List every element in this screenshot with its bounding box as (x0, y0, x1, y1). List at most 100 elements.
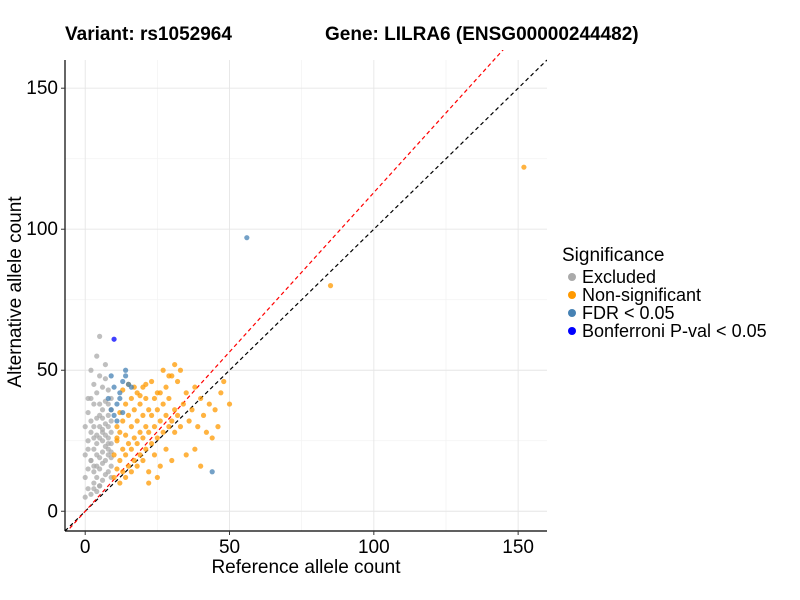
tick-labels: 0 50 100 150 0 50 100 150 (26, 78, 534, 558)
data-points (82, 164, 527, 500)
point-1-99 (154, 474, 160, 481)
point-0-23 (94, 488, 100, 495)
legend-swatch-fdr (568, 309, 576, 317)
point-1-47 (163, 412, 169, 418)
legend: Significance Excluded Non-significant FD… (562, 245, 767, 341)
point-1-71 (218, 390, 224, 396)
point-1-70 (215, 424, 221, 430)
point-2-2 (111, 384, 117, 390)
point-1-32 (143, 446, 149, 452)
axes (64, 60, 547, 532)
point-1-11 (123, 452, 129, 458)
point-0-62 (94, 353, 100, 359)
point-0-28 (97, 373, 103, 379)
point-0-18 (94, 474, 100, 481)
point-1-49 (166, 424, 172, 430)
variant-title: Variant: rs1052964 (65, 24, 232, 45)
legend-title: Significance (562, 245, 665, 266)
point-1-102 (521, 164, 527, 170)
point-1-45 (160, 429, 166, 435)
point-1-91 (166, 373, 172, 379)
point-1-12 (123, 432, 129, 438)
point-0-63 (102, 361, 109, 368)
point-0-39 (99, 438, 106, 444)
point-1-40 (151, 395, 158, 402)
point-1-28 (137, 401, 143, 407)
x-tick-label-3: 150 (502, 537, 534, 558)
legend-item-excluded: Excluded (562, 266, 767, 287)
point-2-16 (244, 235, 250, 241)
point-1-95 (114, 435, 120, 441)
point-1-86 (137, 393, 143, 399)
legend-swatch-bonferroni (568, 327, 576, 335)
point-2-10 (123, 367, 129, 373)
point-0-21 (94, 390, 100, 396)
legend-label-bonferroni: Bonferroni P-val < 0.05 (582, 320, 767, 341)
reference-line-fitted (66, 50, 504, 531)
point-2-5 (120, 378, 126, 385)
legend-item-bonferroni: Bonferroni P-val < 0.05 (562, 320, 767, 341)
point-0-78 (85, 395, 91, 402)
point-1-66 (203, 429, 210, 435)
point-1-43 (157, 418, 163, 424)
point-0-4 (85, 466, 91, 472)
point-1-75 (123, 474, 129, 481)
point-0-33 (99, 477, 106, 483)
point-1-22 (131, 407, 137, 413)
point-0-14 (91, 424, 97, 430)
point-1-24 (134, 418, 140, 424)
point-0-53 (105, 435, 111, 441)
point-1-89 (154, 390, 160, 396)
point-1-64 (198, 395, 204, 402)
point-1-5 (117, 457, 123, 464)
point-0-77 (105, 440, 111, 447)
point-1-23 (134, 440, 140, 447)
point-0-37 (99, 384, 106, 390)
point-1-34 (143, 395, 149, 402)
y-tick-label-3: 150 (26, 78, 58, 99)
point-1-101 (327, 283, 334, 289)
point-1-79 (146, 469, 152, 475)
point-1-13 (123, 401, 129, 407)
point-1-29 (140, 435, 146, 441)
y-tick-label-1: 50 (37, 360, 58, 381)
point-1-33 (143, 424, 149, 430)
point-1-63 (195, 424, 201, 430)
point-0-51 (105, 387, 111, 393)
point-0-61 (108, 429, 114, 435)
point-0-7 (88, 491, 94, 497)
point-2-4 (117, 390, 123, 396)
point-1-0 (111, 474, 117, 481)
point-0-73 (91, 401, 97, 407)
point-1-69 (212, 407, 218, 413)
point-1-82 (163, 446, 169, 452)
point-1-50 (166, 395, 172, 402)
legend-label-excluded: Excluded (582, 266, 657, 287)
point-1-59 (183, 390, 189, 396)
point-1-92 (172, 361, 178, 368)
point-1-4 (114, 424, 120, 430)
point-1-81 (157, 463, 163, 469)
point-1-100 (146, 480, 152, 486)
legend-label-fdr: FDR < 0.05 (582, 302, 675, 323)
point-0-5 (85, 438, 91, 444)
point-1-76 (128, 469, 134, 475)
point-0-11 (88, 367, 94, 373)
reference-lines (65, 50, 547, 531)
x-axis-label: Reference allele count (211, 557, 401, 578)
point-1-46 (160, 401, 166, 407)
point-1-1 (111, 452, 117, 458)
point-0-15 (91, 381, 97, 387)
point-1-56 (174, 378, 181, 385)
point-1-58 (180, 401, 186, 407)
point-0-64 (82, 424, 88, 430)
legend-swatch-non-significant (568, 291, 576, 299)
reference-line-identity (65, 59, 547, 531)
point-0-17 (91, 469, 97, 475)
point-0-1 (82, 474, 88, 481)
point-1-67 (206, 401, 212, 407)
point-0-74 (88, 418, 94, 424)
point-2-12 (120, 409, 126, 416)
point-1-74 (117, 480, 123, 486)
